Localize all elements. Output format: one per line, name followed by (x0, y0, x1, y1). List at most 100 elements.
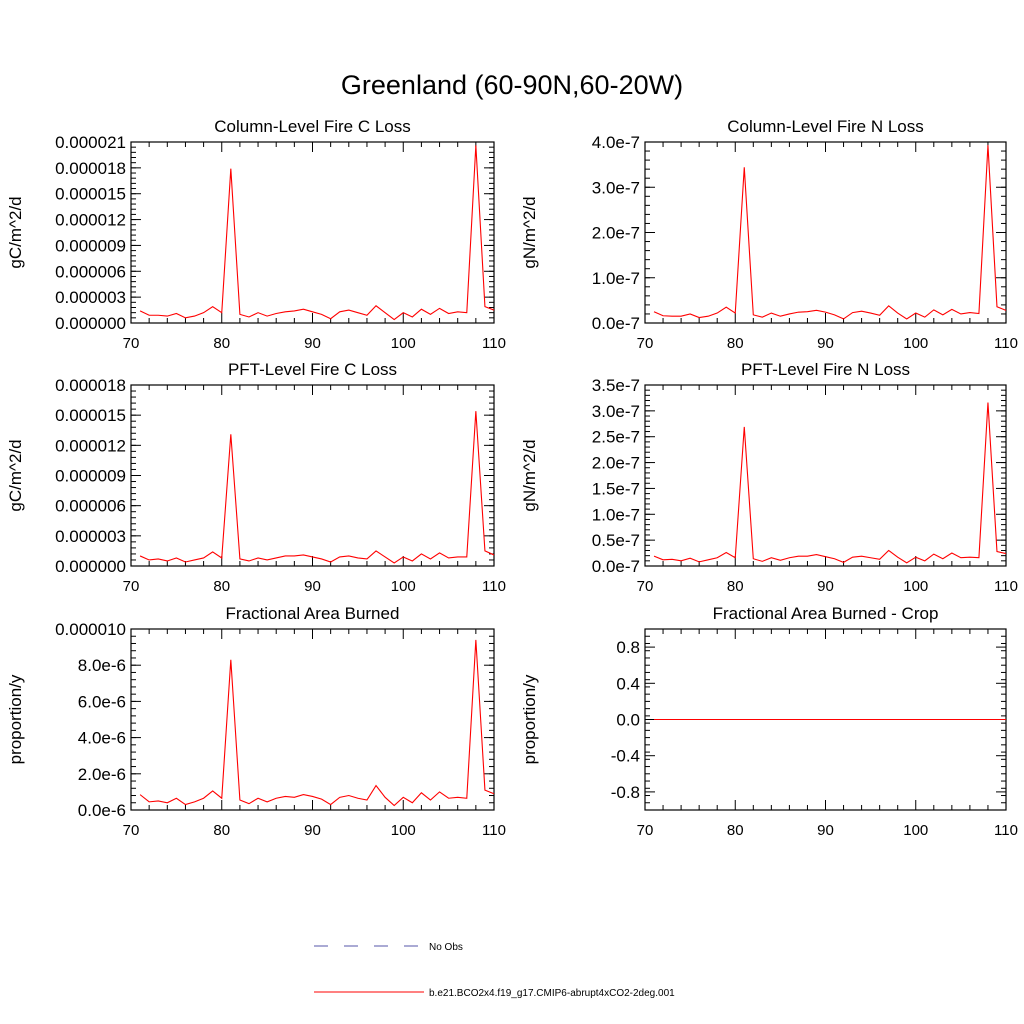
y-tick-label: 0.0e-6 (78, 801, 126, 820)
y-tick-label: 1.5e-7 (592, 479, 640, 498)
x-tick-label: 80 (727, 335, 744, 352)
x-tick-label: 80 (727, 578, 744, 595)
legend: No Obs b.e21.BCO2x4.f19_g17.CMIP6-abrupt4… (314, 942, 675, 999)
y-axis-label: gC/m^2/d (6, 439, 25, 511)
y-tick-label: 0.000012 (55, 211, 126, 230)
legend-label: No Obs (429, 942, 463, 953)
legend-label: b.e21.BCO2x4.f19_g17.CMIP6-abrupt4xCO2-2… (429, 988, 675, 999)
y-tick-label: 0.000000 (55, 314, 126, 333)
x-tick-label: 110 (994, 578, 1018, 595)
plot-frame (130, 141, 495, 324)
panel-title: Column-Level Fire N Loss (727, 117, 924, 136)
x-tick-label: 100 (903, 578, 928, 595)
y-tick-label: 0.4 (616, 674, 640, 693)
plot-frame (130, 628, 495, 811)
y-tick-label: 0.000015 (55, 406, 126, 425)
x-tick-label: 100 (903, 822, 928, 839)
y-tick-label: 3.0e-7 (592, 178, 640, 197)
y-tick-label: 2.0e-7 (592, 224, 640, 243)
y-tick-label: 1.0e-7 (592, 505, 640, 524)
x-tick-label: 70 (637, 335, 654, 352)
x-tick-label: 70 (123, 335, 140, 352)
y-tick-label: 0.000010 (55, 620, 126, 639)
y-tick-label: 0.5e-7 (592, 531, 640, 550)
x-tick-label: 110 (482, 822, 506, 839)
y-tick-label: 6.0e-6 (78, 692, 126, 711)
y-tick-label: -0.4 (611, 747, 640, 766)
chart-panel-3: PFT-Level Fire C Loss gC/m^2/d 70 80 90 100 11… (6, 360, 506, 595)
y-axis-label: gN/m^2/d (520, 196, 539, 268)
x-tick-label: 80 (213, 578, 230, 595)
panel-title: PFT-Level Fire N Loss (741, 360, 910, 379)
x-tick-label: 90 (817, 822, 834, 839)
y-tick-label: 0.000003 (55, 288, 126, 307)
x-tick-label: 90 (304, 335, 321, 352)
x-tick-label: 110 (994, 335, 1018, 352)
series-line (653, 402, 1007, 564)
series-line (139, 411, 495, 564)
y-tick-label: 2.5e-7 (592, 428, 640, 447)
y-axis-label: gN/m^2/d (520, 439, 539, 511)
plot-frame (644, 384, 1007, 567)
chart-panels: Column-Level Fire C Loss gC/m^2/d 70 80 90 10… (6, 117, 1018, 839)
x-tick-label: 110 (482, 335, 506, 352)
y-tick-label: 0.0e-7 (592, 314, 640, 333)
y-tick-label: 3.0e-7 (592, 402, 640, 421)
y-tick-label: 0.0e-7 (592, 557, 640, 576)
x-tick-label: 90 (817, 578, 834, 595)
series-line (139, 145, 495, 321)
chart-panel-1: Column-Level Fire C Loss gC/m^2/d 70 80 90 10… (6, 117, 506, 352)
x-tick-label: 70 (123, 578, 140, 595)
x-tick-label: 90 (304, 822, 321, 839)
panel-title: Fractional Area Burned (226, 604, 400, 623)
y-tick-label: 0.000012 (55, 436, 126, 455)
x-tick-label: 100 (391, 822, 416, 839)
x-tick-label: 70 (637, 822, 654, 839)
x-tick-label: 70 (123, 822, 140, 839)
x-tick-label: 80 (727, 822, 744, 839)
y-tick-label: 4.0e-7 (592, 133, 640, 152)
x-tick-label: 100 (391, 335, 416, 352)
plot-frame (644, 141, 1007, 324)
panel-title: PFT-Level Fire C Loss (228, 360, 397, 379)
y-tick-label: 0.000015 (55, 185, 126, 204)
y-tick-label: 0.000018 (55, 376, 126, 395)
figure-title: Greenland (60-90N,60-20W) (341, 70, 683, 100)
y-axis-label: proportion/y (520, 674, 539, 764)
y-tick-label: 0.000006 (55, 262, 126, 281)
y-axis-label: proportion/y (6, 674, 25, 764)
y-axis-label: gC/m^2/d (6, 196, 25, 268)
y-tick-label: 2.0e-6 (78, 765, 126, 784)
x-tick-label: 110 (482, 578, 506, 595)
x-tick-label: 100 (903, 335, 928, 352)
x-tick-label: 110 (994, 822, 1018, 839)
chart-panel-2: Column-Level Fire N Loss gN/m^2/d 70 80 90 10… (520, 117, 1018, 352)
x-tick-label: 90 (817, 335, 834, 352)
series-line (139, 639, 495, 807)
y-tick-label: 0.000006 (55, 497, 126, 516)
y-tick-label: 0.000009 (55, 467, 126, 486)
y-tick-label: 3.5e-7 (592, 376, 640, 395)
panel-title: Fractional Area Burned - Crop (713, 604, 939, 623)
chart-panel-5: Fractional Area Burned proportion/y 70 80 90… (6, 604, 506, 839)
series-line (653, 145, 1007, 320)
y-tick-label: 0.000009 (55, 236, 126, 255)
y-tick-label: 0.8 (616, 638, 640, 657)
y-tick-label: 4.0e-6 (78, 729, 126, 748)
plot-frame (130, 384, 495, 567)
x-tick-label: 80 (213, 822, 230, 839)
y-tick-label: -0.8 (611, 783, 640, 802)
x-tick-label: 90 (304, 578, 321, 595)
y-tick-label: 1.0e-7 (592, 269, 640, 288)
x-tick-label: 100 (391, 578, 416, 595)
y-tick-label: 8.0e-6 (78, 656, 126, 675)
y-tick-label: 2.0e-7 (592, 454, 640, 473)
chart-panel-4: PFT-Level Fire N Loss gN/m^2/d 70 80 90 100 11… (520, 360, 1018, 595)
y-tick-label: 0.000003 (55, 527, 126, 546)
x-tick-label: 80 (213, 335, 230, 352)
x-tick-label: 70 (637, 578, 654, 595)
y-tick-label: 0.000021 (55, 133, 126, 152)
y-tick-label: 0.000000 (55, 557, 126, 576)
chart-panel-6: Fractional Area Burned - Crop proportion/… (520, 604, 1018, 839)
